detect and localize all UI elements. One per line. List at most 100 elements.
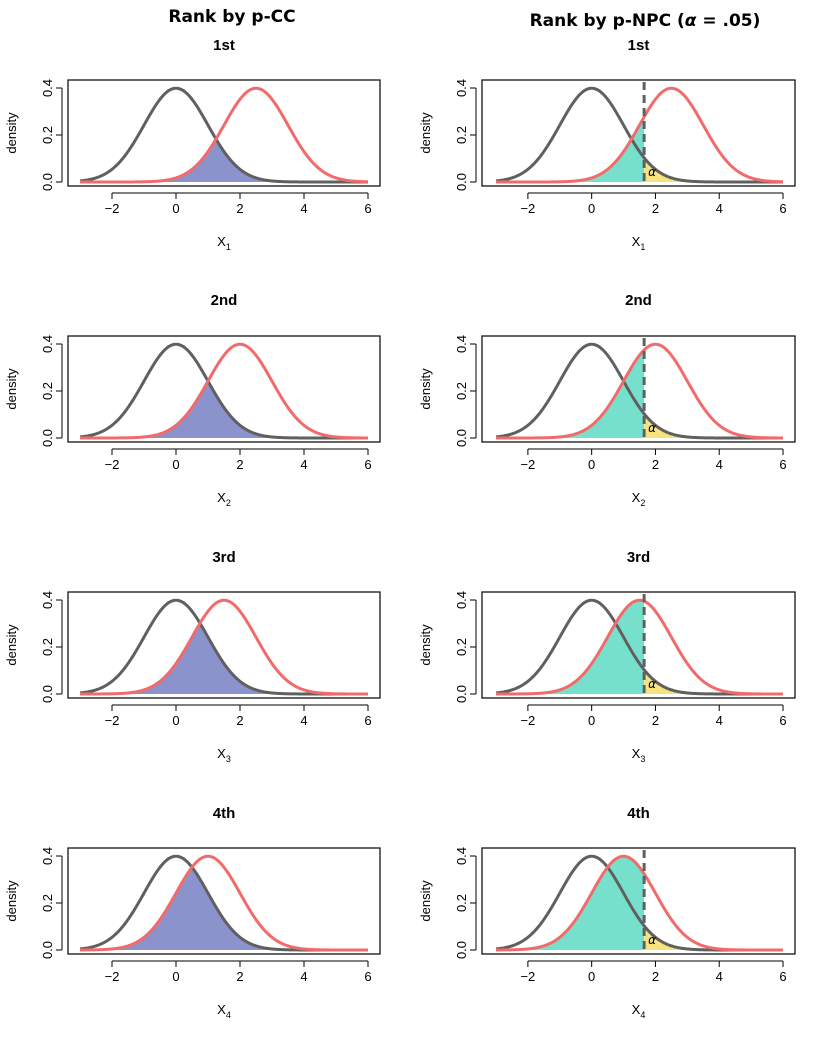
- x-tick-label: −2: [520, 713, 535, 728]
- y-tick-label: 0.4: [40, 591, 55, 609]
- y-tick-label: 0.4: [454, 335, 469, 353]
- x-tick-label: 6: [779, 969, 786, 984]
- x-tick-label: 0: [172, 201, 179, 216]
- header-pnpc-suffix: = .05): [696, 11, 760, 31]
- x-axis-label-subscript: 2: [640, 498, 645, 508]
- panel-title: 4th: [627, 805, 650, 822]
- panel-title: 2nd: [625, 292, 652, 309]
- panel-title: 4th: [213, 805, 236, 822]
- class1-density-curve: [496, 598, 783, 696]
- plot-frame: [67, 79, 381, 187]
- panel-title: 1st: [213, 37, 235, 54]
- x-axis-label-base: X: [632, 490, 641, 505]
- y-tick-label: 0.4: [40, 335, 55, 353]
- y-tick-label: 0.4: [40, 847, 55, 865]
- alpha-area: [644, 925, 783, 950]
- x-axis-label: X4: [217, 1002, 231, 1020]
- x-tick-label: 4: [716, 201, 723, 216]
- x-axis-label-base: X: [632, 746, 641, 761]
- y-tick-label: 0.0: [454, 685, 469, 703]
- y-tick-label: 0.2: [40, 382, 55, 400]
- y-axis-label: density: [418, 112, 433, 154]
- alpha-label: α: [648, 165, 656, 179]
- plot-frame: [481, 335, 796, 443]
- x-tick-label: 2: [236, 713, 243, 728]
- x-axis-label-subscript: 1: [226, 242, 231, 252]
- type-ii-error-area: [496, 856, 645, 950]
- class0-density-curve: [79, 86, 368, 184]
- x-axis-label-base: X: [217, 746, 226, 761]
- x-tick-label: 6: [364, 201, 371, 216]
- x-tick-label: −2: [105, 201, 120, 216]
- x-tick-label: −2: [520, 201, 535, 216]
- class1-density-curve: [80, 86, 369, 184]
- y-tick-label: 0.2: [40, 126, 55, 144]
- y-tick-label: 0.0: [40, 685, 55, 703]
- header-pnpc-prefix: Rank by p-NPC (: [530, 11, 685, 31]
- x-tick-label: 4: [300, 457, 307, 472]
- overlap-area: [80, 623, 368, 694]
- y-tick-label: 0.0: [454, 173, 469, 191]
- y-tick-label: 0.4: [454, 591, 469, 609]
- y-tick-label: 0.4: [454, 847, 469, 865]
- class1-density-curve: [80, 342, 369, 440]
- y-tick-label: 0.2: [454, 382, 469, 400]
- column-header-pcc: Rank by p-CC: [168, 7, 295, 27]
- alpha-label: α: [648, 933, 656, 947]
- class1-density-curve: [496, 342, 784, 440]
- x-tick-label: 0: [588, 201, 595, 216]
- panel-title: 2nd: [211, 292, 238, 309]
- x-axis-label-subscript: 3: [226, 754, 231, 764]
- y-tick-label: 0.0: [454, 941, 469, 959]
- alpha-area: [644, 669, 783, 694]
- x-tick-label: 4: [300, 713, 307, 728]
- x-axis-label-base: X: [632, 1002, 641, 1017]
- x-tick-label: 4: [716, 969, 723, 984]
- y-axis-label: density: [418, 880, 433, 922]
- class1-density-curve: [80, 598, 368, 696]
- x-tick-label: 6: [779, 713, 786, 728]
- x-axis-label: X4: [632, 1002, 646, 1020]
- class0-density-curve: [79, 342, 368, 440]
- y-axis-label: density: [4, 368, 19, 410]
- plot-frame: [67, 591, 381, 699]
- x-axis-label: X3: [217, 746, 231, 764]
- x-tick-label: −2: [520, 457, 535, 472]
- overlap-area: [80, 868, 368, 950]
- x-tick-label: 6: [779, 201, 786, 216]
- x-tick-label: 2: [652, 969, 659, 984]
- alpha-label: α: [648, 677, 656, 691]
- y-tick-label: 0.0: [40, 941, 55, 959]
- x-tick-label: 4: [716, 457, 723, 472]
- panel-title: 1st: [628, 37, 650, 54]
- x-axis-label-base: X: [217, 1002, 226, 1017]
- x-axis-label: X1: [217, 234, 231, 252]
- x-axis-label-subscript: 1: [640, 242, 645, 252]
- y-tick-label: 0.2: [40, 894, 55, 912]
- x-axis-label-base: X: [632, 234, 641, 249]
- y-axis-label: density: [418, 368, 433, 410]
- y-tick-label: 0.0: [40, 173, 55, 191]
- plot-frame: [481, 847, 796, 955]
- header-pnpc-alpha: α: [685, 11, 697, 31]
- panel-3rd-p-CC: 3rd −2 0 2 4 6 X3 0.0 0.2 0.4 density: [4, 549, 381, 764]
- y-axis-label: density: [4, 112, 19, 154]
- panel-title: 3rd: [627, 549, 650, 566]
- alpha-label: α: [648, 421, 656, 435]
- overlap-area: [80, 140, 368, 182]
- y-tick-label: 0.0: [454, 429, 469, 447]
- y-tick-label: 0.2: [454, 894, 469, 912]
- plot-frame: [481, 591, 796, 699]
- plot-frame: [67, 335, 381, 443]
- y-axis-label: density: [4, 624, 19, 666]
- x-tick-label: 6: [364, 713, 371, 728]
- alpha-area: [644, 413, 783, 438]
- column-header-pnpc: Rank by p-NPC (α = .05): [530, 11, 761, 31]
- y-tick-label: 0.2: [40, 638, 55, 656]
